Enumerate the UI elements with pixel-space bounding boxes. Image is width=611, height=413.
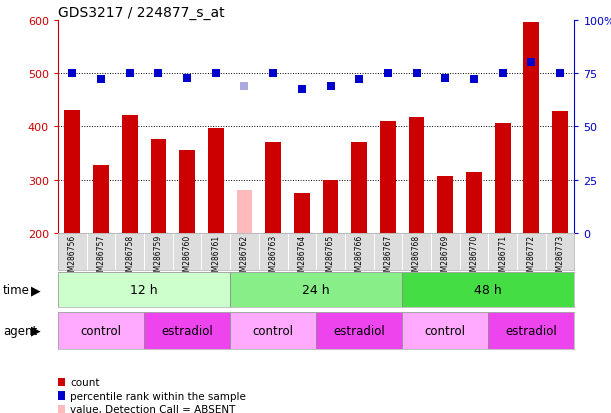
Bar — [236, 191, 252, 233]
Point — [182, 76, 192, 83]
Point — [125, 71, 134, 77]
Bar — [402, 273, 574, 308]
Text: estradiol: estradiol — [161, 324, 213, 337]
Bar — [524, 23, 539, 233]
Text: GSM286772: GSM286772 — [527, 235, 536, 280]
Bar — [93, 165, 109, 233]
Point — [527, 59, 536, 66]
Point — [412, 71, 422, 77]
Point — [383, 71, 393, 77]
Point — [297, 86, 307, 93]
Point — [354, 77, 364, 83]
Bar — [58, 312, 144, 349]
Point — [211, 71, 221, 77]
Text: count: count — [70, 377, 100, 387]
Text: ▶: ▶ — [31, 284, 40, 297]
Bar — [495, 123, 511, 233]
Text: 24 h: 24 h — [302, 284, 330, 297]
Text: 12 h: 12 h — [130, 284, 158, 297]
Text: estradiol: estradiol — [505, 324, 557, 337]
Bar — [179, 150, 195, 233]
Text: control: control — [253, 324, 294, 337]
Point — [96, 77, 106, 83]
Bar — [552, 112, 568, 233]
Text: control: control — [425, 324, 466, 337]
Bar — [380, 122, 396, 233]
Text: GSM286770: GSM286770 — [469, 235, 478, 280]
Bar — [316, 312, 402, 349]
Text: GSM286771: GSM286771 — [498, 235, 507, 280]
Text: 48 h: 48 h — [474, 284, 502, 297]
Text: percentile rank within the sample: percentile rank within the sample — [70, 391, 246, 401]
Text: GSM286765: GSM286765 — [326, 235, 335, 280]
Bar — [65, 111, 80, 233]
Bar — [466, 172, 482, 233]
Text: estradiol: estradiol — [334, 324, 385, 337]
Text: control: control — [81, 324, 122, 337]
Text: value, Detection Call = ABSENT: value, Detection Call = ABSENT — [70, 404, 236, 413]
Bar — [208, 128, 224, 233]
Point — [268, 71, 278, 77]
Text: GSM286767: GSM286767 — [383, 235, 392, 280]
Point — [326, 83, 335, 90]
Text: GSM286761: GSM286761 — [211, 235, 221, 280]
Text: GSM286757: GSM286757 — [97, 235, 106, 280]
Text: ▶: ▶ — [31, 324, 40, 337]
Text: GDS3217 / 224877_s_at: GDS3217 / 224877_s_at — [58, 6, 225, 20]
Bar — [230, 312, 316, 349]
Bar — [409, 117, 425, 233]
Bar — [122, 115, 137, 233]
Point — [469, 77, 479, 83]
Text: GSM286763: GSM286763 — [269, 235, 277, 280]
Bar — [402, 312, 488, 349]
Bar — [58, 273, 230, 308]
Point — [153, 71, 163, 77]
Bar — [265, 143, 281, 233]
Text: agent: agent — [3, 324, 37, 337]
Text: GSM286773: GSM286773 — [555, 235, 565, 280]
Point — [67, 71, 77, 77]
Text: GSM286758: GSM286758 — [125, 235, 134, 280]
Bar — [437, 176, 453, 233]
Text: GSM286760: GSM286760 — [183, 235, 192, 280]
Text: GSM286766: GSM286766 — [355, 235, 364, 280]
Point — [441, 76, 450, 83]
Bar — [144, 312, 230, 349]
Bar — [488, 312, 574, 349]
Point — [240, 83, 249, 90]
Text: GSM286756: GSM286756 — [68, 235, 77, 280]
Text: GSM286759: GSM286759 — [154, 235, 163, 280]
Text: GSM286769: GSM286769 — [441, 235, 450, 280]
Bar — [230, 273, 402, 308]
Bar — [323, 180, 338, 233]
Bar — [294, 193, 310, 233]
Text: time: time — [3, 284, 30, 297]
Point — [498, 71, 508, 77]
Text: GSM286764: GSM286764 — [298, 235, 306, 280]
Bar — [150, 139, 166, 233]
Point — [555, 71, 565, 77]
Text: GSM286762: GSM286762 — [240, 235, 249, 280]
Bar — [351, 143, 367, 233]
Text: GSM286768: GSM286768 — [412, 235, 421, 280]
